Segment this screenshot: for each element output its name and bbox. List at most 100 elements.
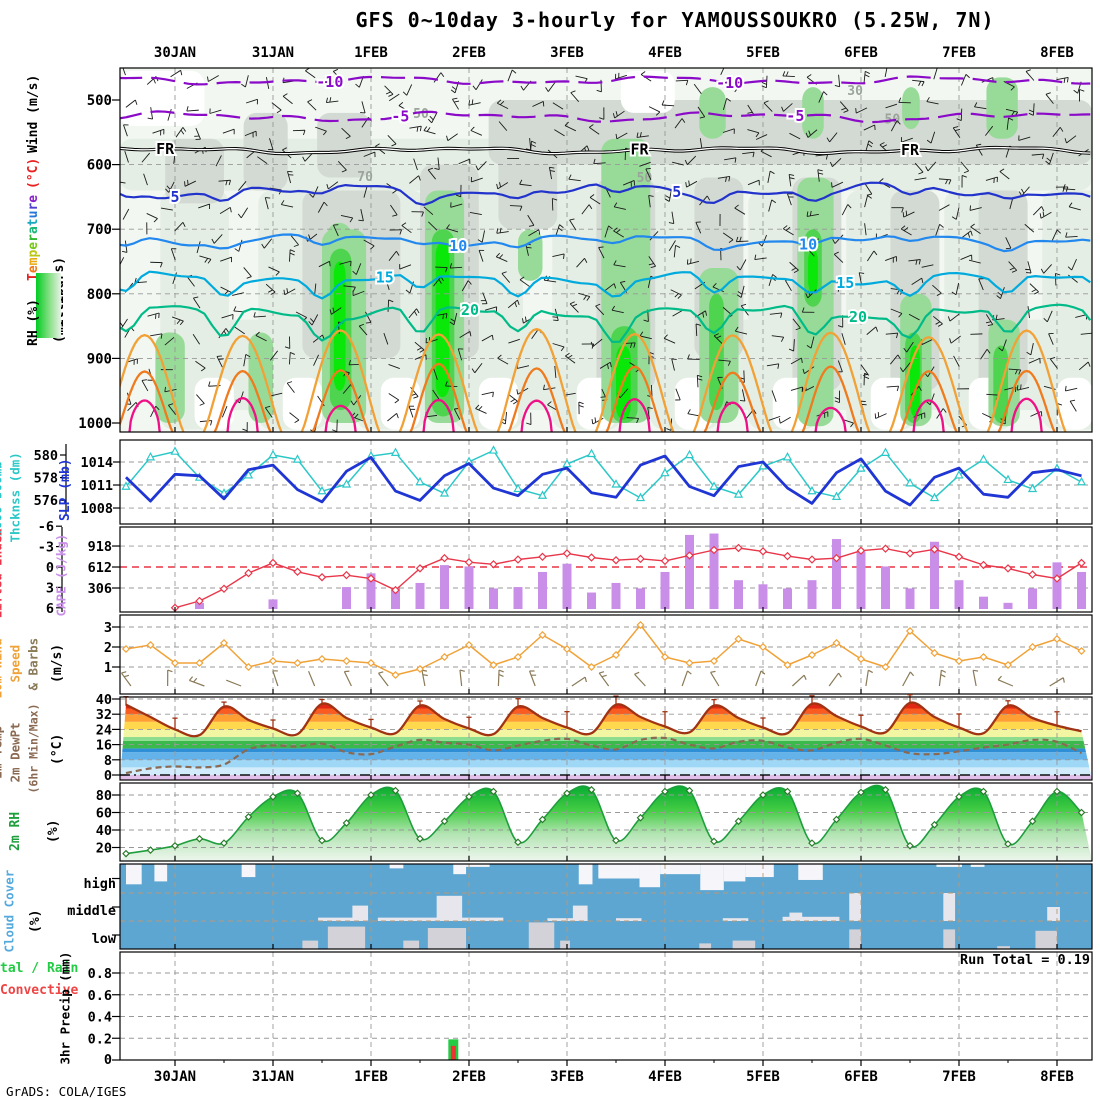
cloud-block-high: [598, 864, 640, 879]
cloud-block-low: [849, 929, 861, 949]
temp-dome-25: [496, 327, 577, 432]
pressure-tick-label: 700: [87, 222, 112, 238]
li-tick-label: 6: [46, 601, 54, 617]
temp2m-tick-label: 32: [96, 707, 112, 723]
temp-dome-25: [790, 331, 871, 432]
rh2m-label: 2m RH: [8, 811, 23, 851]
precip-total-rain-label: tal / Rain: [0, 961, 79, 976]
rh2m-tick-label: 80: [96, 788, 112, 804]
date-label-top: 2FEB: [452, 45, 486, 61]
cape-bar: [807, 580, 817, 609]
contour-20: [120, 303, 1092, 343]
contour-label--5: -5: [786, 107, 804, 125]
cloud-row-middle: middle: [67, 903, 116, 919]
temp-dome-35: [226, 397, 259, 432]
cloud-block-middle: [1047, 907, 1060, 921]
temperature-letter: m: [26, 257, 41, 266]
temperature-letter: e: [26, 241, 41, 250]
cape-label: CAPE (J/kg): [53, 533, 69, 617]
rh-contour-label: 50: [413, 107, 429, 122]
date-label-bottom: 3FEB: [550, 1069, 584, 1085]
li-tick-label: 3: [46, 580, 54, 596]
temp2m-tick-label: 8: [104, 753, 112, 769]
contour-label-5: 5: [170, 188, 179, 206]
temp-dome-25: [594, 332, 675, 432]
temp-dome-25: [300, 329, 381, 432]
cloud-block-middle: [722, 918, 749, 921]
date-label-top: 7FEB: [942, 45, 976, 61]
li-tick-label: -3: [38, 540, 54, 556]
pressure-tick-label: 900: [87, 351, 112, 367]
slp-label: SLP (mb): [58, 458, 73, 521]
temperature-letter: r: [26, 234, 41, 242]
cloud-block-low: [327, 926, 366, 949]
cloud-block-high: [126, 864, 142, 885]
cloud-block-middle: [547, 918, 588, 921]
cloud-block-high: [639, 864, 661, 888]
cloud-row-low: low: [91, 931, 116, 947]
temperature-rainbow-label: Temperature: [26, 194, 41, 281]
temp-dome-35: [324, 404, 357, 432]
precip-axis-label: 3hr Precip (mm): [57, 951, 73, 1065]
cape-bar: [562, 563, 572, 609]
contour-label-15: 15: [836, 274, 854, 292]
temp-dome-30: [409, 362, 468, 432]
cape-li-panel: -6 -3 0 3 6 306 612 918: [38, 519, 1093, 617]
temp-unit-label: (°C): [26, 157, 41, 189]
cloud-block-low: [427, 928, 467, 949]
lifted-index-line: [174, 547, 1082, 609]
cape-bar: [905, 588, 915, 609]
temp-dome-35: [520, 399, 553, 432]
thickness-tick-label: 578: [34, 471, 58, 487]
pressure-tick-label: 1000: [78, 416, 112, 432]
cloud-block-high: [745, 864, 774, 878]
precip-tick-label: 0.4: [88, 1010, 112, 1026]
temp2m-label-1: 2m Temp: [0, 725, 5, 779]
thickness-tick-label: 576: [34, 493, 58, 509]
precip-tick-label: 0: [104, 1052, 112, 1068]
contour--5: [120, 110, 1091, 124]
rh2m-tick-label: 40: [96, 823, 112, 839]
temp2m-unit-label: (°C): [50, 733, 65, 765]
slp-thickness-panel: 580 578 576 1008 1011 1014: [34, 439, 1093, 525]
temp2m-tick-label: 24: [96, 722, 112, 738]
contour-label-10: 10: [799, 236, 817, 254]
date-label-bottom: 31JAN: [252, 1069, 294, 1085]
cloud-block-middle: [782, 916, 840, 921]
slp-tick-label: 1014: [80, 455, 113, 471]
cloud-row-high: high: [83, 876, 116, 892]
temp2m-label-3: (6hr Min/Max): [26, 703, 41, 794]
temp-dome-25: [398, 333, 479, 432]
temp-dome-25: [120, 333, 185, 432]
cloud-block-middle: [318, 917, 369, 921]
cape-bar: [832, 539, 841, 609]
cape-bar: [538, 571, 547, 609]
rh2m-line: [125, 784, 1083, 855]
wind10m-tick-label: 1: [104, 660, 112, 676]
cloud-block-low: [699, 943, 712, 949]
temperature-letter: t: [26, 218, 41, 227]
cape-bar: [709, 533, 719, 609]
cape-bar: [734, 580, 743, 609]
pressure-tick-label: 600: [87, 158, 112, 174]
cape-bar: [1077, 571, 1086, 609]
cloud-block-high: [241, 864, 256, 878]
cape-bar: [611, 582, 621, 609]
cloud-unit-label: (%): [28, 909, 43, 933]
rh2m-tick-label: 20: [96, 841, 112, 857]
cape-bar: [685, 534, 694, 609]
date-label-bottom: 7FEB: [942, 1069, 976, 1085]
date-label-bottom: 4FEB: [648, 1069, 682, 1085]
cape-bar: [979, 596, 988, 609]
wind10m-line: [125, 624, 1082, 676]
precip-tick-label: 0.6: [88, 988, 112, 1004]
contour-label-FR: FR: [630, 140, 649, 158]
temp-dome-35: [422, 398, 455, 432]
date-label-top: 8FEB: [1040, 45, 1074, 61]
temperature-letter: e: [26, 194, 41, 203]
slp-line: [125, 454, 1082, 507]
cape-bar: [783, 588, 792, 609]
contour-label-10: 10: [449, 237, 467, 255]
